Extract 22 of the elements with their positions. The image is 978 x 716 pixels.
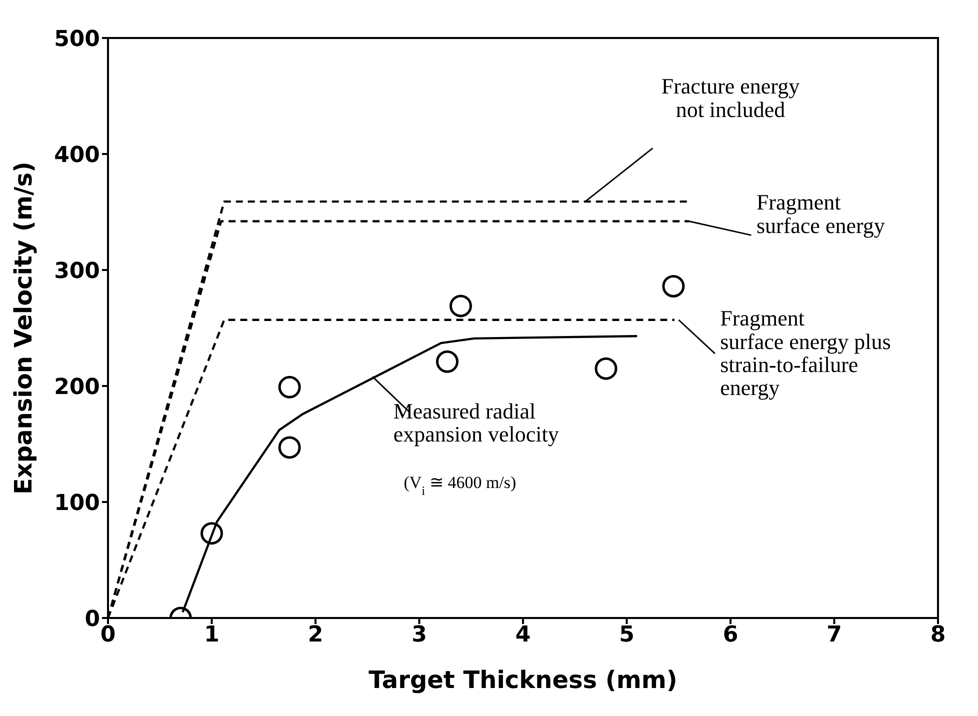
x-tick-label: 2 (308, 622, 324, 648)
x-tick-label: 7 (826, 622, 842, 648)
x-tick-label: 5 (619, 622, 634, 648)
y-tick-label: 500 (54, 26, 100, 52)
annotation: Fracture energy not included (661, 74, 800, 122)
x-tick-label: 8 (930, 622, 946, 648)
y-tick-label: 200 (54, 374, 100, 400)
x-tick-label: 0 (100, 622, 116, 648)
x-tick-label: 4 (515, 622, 531, 648)
x-tick-label: 6 (722, 622, 738, 648)
annotation: Fragment surface energy plus strain-to-failure energy (720, 306, 891, 400)
y-tick-label: 300 (54, 258, 100, 284)
y-axis-title: Expansion Velocity (m/s) (10, 162, 38, 494)
annotation: Measured radial expansion velocity (393, 398, 559, 447)
x-tick-label: 3 (412, 622, 427, 648)
y-tick-label: 100 (54, 490, 100, 516)
annotation: Fragment surface energy (756, 190, 885, 238)
x-axis-title: Target Thickness (mm) (368, 666, 678, 694)
y-tick-label: 0 (84, 606, 100, 632)
y-tick-label: 400 (54, 142, 100, 168)
annotation: (V$_{i}$ ≅ 4600 m/s) (404, 473, 516, 498)
x-tick-label: 1 (204, 622, 220, 648)
